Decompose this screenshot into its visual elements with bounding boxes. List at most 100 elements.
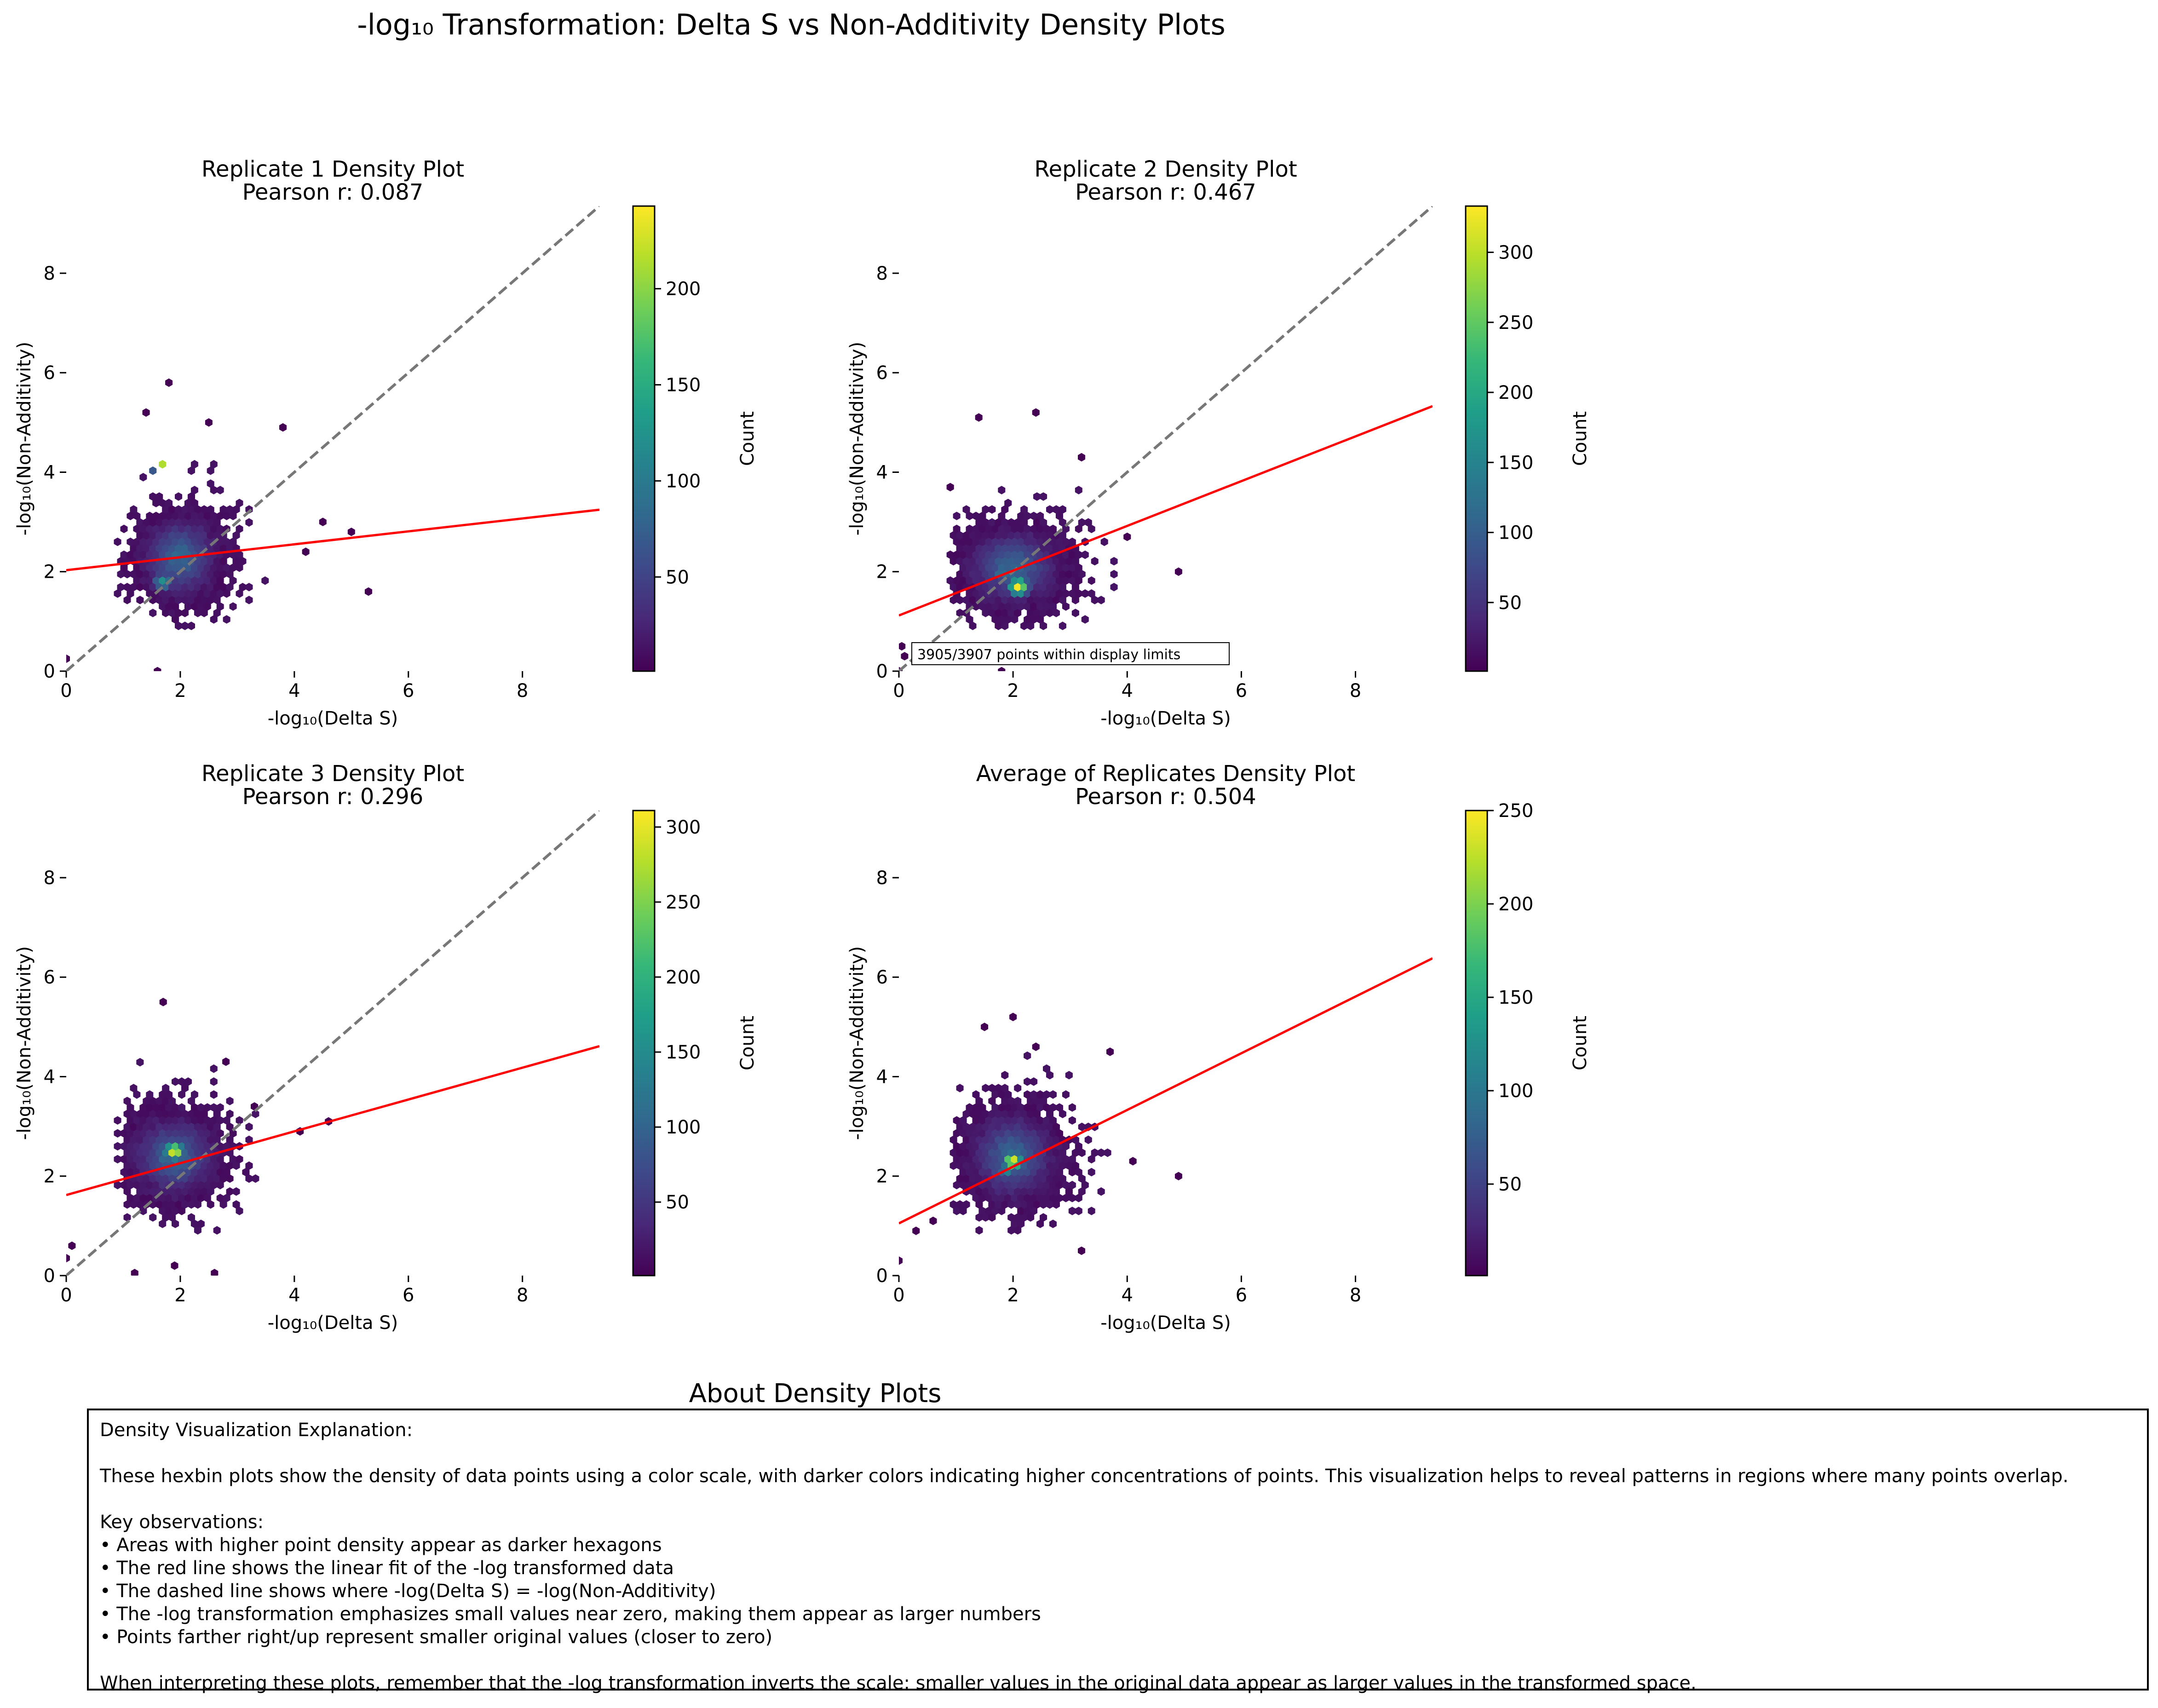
hexbin-cell bbox=[207, 569, 214, 579]
hexbin-cell bbox=[1033, 596, 1041, 604]
hexbin-cell bbox=[226, 1174, 234, 1183]
panel-title: Average of Replicates Density Plot bbox=[976, 761, 1355, 787]
hexbin-cell bbox=[149, 1148, 157, 1157]
hexbin-cell bbox=[1068, 1116, 1076, 1125]
hexbin-cell bbox=[969, 1187, 977, 1196]
hexbin-cell bbox=[1007, 1200, 1015, 1209]
hexbin-cell bbox=[1078, 1246, 1085, 1255]
pearson-r-label: Pearson r: 0.504 bbox=[1075, 784, 1256, 810]
hexbin-cell bbox=[203, 524, 211, 533]
hexbin-cell bbox=[1001, 1097, 1009, 1105]
hexbin-cell bbox=[136, 1200, 144, 1209]
hexbin-cell bbox=[168, 531, 176, 540]
hexbin-cell bbox=[1049, 1116, 1057, 1125]
hexbin-cell bbox=[995, 1135, 1002, 1144]
hexbin-cell bbox=[159, 460, 167, 469]
hexbin-cell bbox=[985, 1167, 993, 1177]
hexbin-cell bbox=[184, 1077, 192, 1086]
hexbin-cell bbox=[236, 1207, 243, 1215]
hexbin-cell bbox=[114, 589, 121, 598]
colorbar-tick-label: 50 bbox=[666, 567, 689, 588]
hexbin-cell bbox=[995, 1084, 1002, 1093]
hexbin-cell bbox=[985, 1207, 993, 1215]
hexbin-cell bbox=[130, 1135, 138, 1144]
hexbin-cell bbox=[1020, 1174, 1028, 1183]
hexbin-cell bbox=[149, 1161, 157, 1170]
hexbin-cell bbox=[146, 1155, 154, 1164]
hexbin-cell bbox=[168, 1200, 176, 1209]
hexbin-cell bbox=[966, 589, 973, 598]
y-tick-label: 4 bbox=[876, 1066, 888, 1087]
hexbin-cell bbox=[1043, 1194, 1050, 1202]
hexbin-cell bbox=[187, 1200, 195, 1209]
hexbin-cell bbox=[152, 512, 160, 520]
density-panel-3: 0 2 4 6 8 0 2 4 6 8 Replicate 3 Density PlotPearso… bbox=[14, 761, 758, 1334]
hexbin-cell bbox=[972, 550, 980, 559]
hexbin-cell bbox=[1004, 589, 1012, 598]
hexbin-cell bbox=[959, 576, 967, 585]
hexbin-cell bbox=[130, 505, 138, 514]
hexbin-cell bbox=[1043, 1180, 1050, 1190]
hexbin-cell bbox=[155, 1174, 163, 1183]
hexbin-cell bbox=[120, 1142, 128, 1151]
hexbin-cell bbox=[165, 1142, 173, 1151]
hexbin-cell bbox=[1024, 1142, 1031, 1151]
hexbin-cell bbox=[175, 531, 183, 540]
hexbin-cell bbox=[139, 524, 147, 533]
hexbin-cell bbox=[1088, 524, 1095, 533]
hexbin-cell bbox=[1011, 1180, 1019, 1190]
hexbin-cell bbox=[146, 563, 154, 572]
hexbin-cell bbox=[143, 531, 150, 540]
x-tick-label: 4 bbox=[288, 680, 300, 702]
hexbin-cell bbox=[1017, 1142, 1025, 1151]
hexbin-cell bbox=[219, 505, 227, 514]
hexbin-cell bbox=[1017, 1129, 1025, 1138]
hexbin-cell bbox=[975, 518, 983, 527]
hexbin-cell bbox=[1049, 1167, 1057, 1177]
hexbin-cell bbox=[912, 1226, 920, 1235]
hexbin-cell bbox=[1017, 1103, 1025, 1112]
hexbin-cell bbox=[969, 1135, 977, 1144]
hexbin-cell bbox=[207, 1200, 214, 1209]
hexbin-cell bbox=[205, 418, 213, 427]
about-text-line: Density Visualization Explanation: bbox=[100, 1420, 413, 1441]
hexbin-cell bbox=[1027, 1187, 1035, 1196]
hexbin-cell bbox=[1024, 1051, 1031, 1060]
y-axis-label: -log₁₀(Non-Additivity) bbox=[14, 946, 35, 1140]
hexbin-cell bbox=[1100, 537, 1108, 546]
hexbin-cell bbox=[1014, 544, 1022, 553]
hexbin-cell bbox=[1033, 1122, 1041, 1131]
hexbin-cell bbox=[184, 524, 192, 533]
hexbin-cell bbox=[1043, 1129, 1050, 1138]
colorbar-tick-label: 300 bbox=[1498, 242, 1533, 263]
hexbin-cell bbox=[1091, 557, 1099, 566]
hexbin-cell bbox=[1017, 1207, 1025, 1215]
hexbin-cell bbox=[143, 569, 150, 579]
hexbin-cell bbox=[175, 1135, 183, 1144]
hexbin-cell bbox=[1174, 567, 1182, 576]
hexbin-cell bbox=[1011, 1142, 1019, 1151]
hexbin-cell bbox=[953, 550, 961, 559]
hexbin-cell bbox=[142, 408, 150, 417]
hexbin-cell bbox=[1046, 544, 1053, 553]
hexbin-cell bbox=[1081, 615, 1089, 624]
hexbin-cell bbox=[991, 524, 999, 533]
hexbin-cell bbox=[991, 602, 999, 611]
hexbin-cell bbox=[1036, 1103, 1044, 1112]
hexbin-cell bbox=[1036, 1129, 1044, 1138]
hexbin-cell bbox=[1027, 596, 1035, 604]
hexbin-cell bbox=[155, 1200, 163, 1209]
hexbin-cell bbox=[184, 1194, 192, 1202]
hexbin-cell bbox=[1052, 1174, 1060, 1183]
hexbin-cell bbox=[190, 499, 198, 507]
hexbin-cell bbox=[975, 1187, 983, 1196]
hexbin-cell bbox=[172, 537, 179, 546]
hexbin-cell bbox=[302, 547, 310, 556]
hexbin-cell bbox=[1065, 1071, 1073, 1080]
hexbin-cell bbox=[155, 1148, 163, 1157]
hexbin-cell bbox=[207, 557, 214, 566]
hexbin-cell bbox=[1011, 1194, 1019, 1202]
hexbin-cell bbox=[1020, 1200, 1028, 1209]
hexbin-cell bbox=[136, 569, 144, 579]
hexbin-cell bbox=[998, 602, 1006, 611]
